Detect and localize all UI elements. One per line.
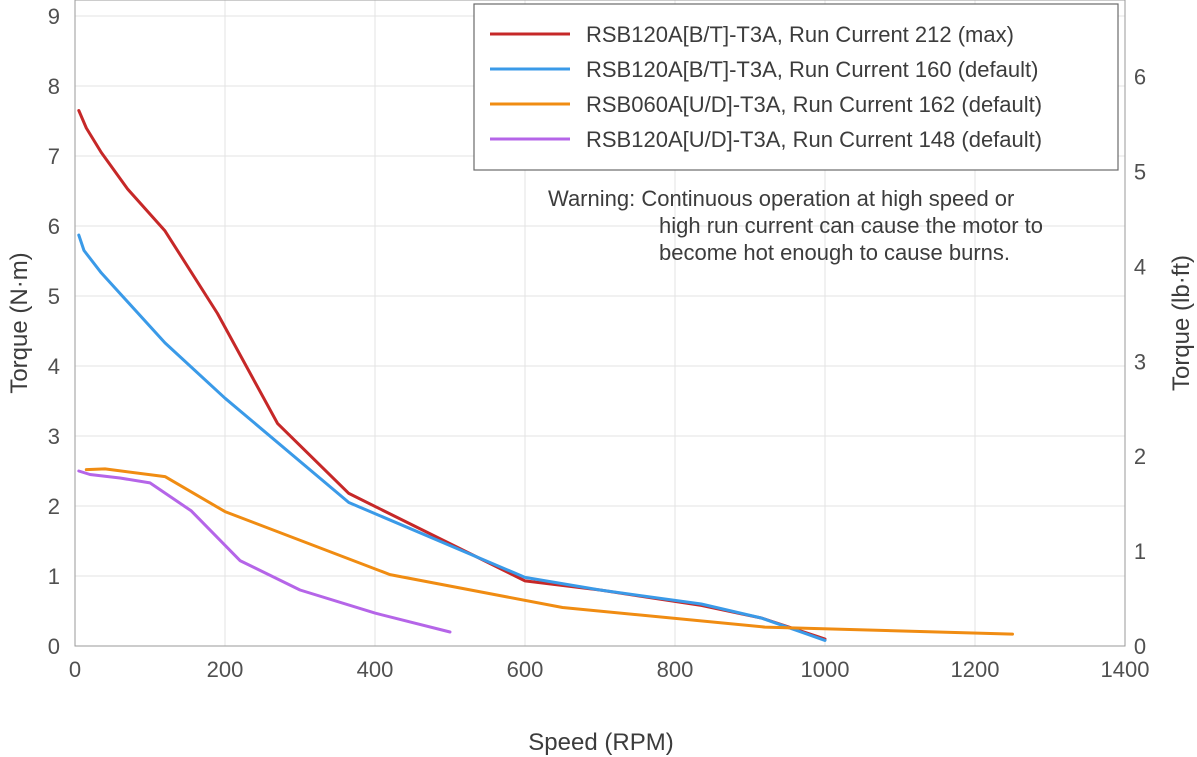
legend-label: RSB120A[B/T]-T3A, Run Current 212 (max) [586, 22, 1014, 47]
y-axis-title: Torque (N·m) [6, 252, 33, 393]
x-axis-title: Speed (RPM) [528, 729, 673, 756]
legend-label: RSB060A[U/D]-T3A, Run Current 162 (defau… [586, 92, 1042, 117]
warning-line-2: high run current can cause the motor to [659, 213, 1043, 238]
y2-tick-label: 0 [1134, 634, 1146, 659]
y2-axis-ticks: 0 1 2 3 4 5 6 [1134, 65, 1146, 659]
x-axis-ticks: 0 200 400 600 800 1000 1200 1400 [69, 657, 1150, 682]
y-tick-label: 4 [48, 354, 60, 379]
y-tick-label: 3 [48, 424, 60, 449]
y2-tick-label: 5 [1134, 159, 1146, 184]
y2-tick-label: 6 [1134, 65, 1146, 90]
legend: RSB120A[B/T]-T3A, Run Current 212 (max) R… [474, 4, 1118, 170]
y2-axis-title: Torque (lb·ft) [1168, 255, 1195, 391]
legend-label: RSB120A[U/D]-T3A, Run Current 148 (defau… [586, 127, 1042, 152]
x-tick-label: 800 [657, 657, 694, 682]
y2-tick-label: 1 [1134, 539, 1146, 564]
x-tick-label: 1400 [1101, 657, 1150, 682]
y-tick-label: 5 [48, 284, 60, 309]
y-tick-label: 0 [48, 634, 60, 659]
y2-tick-label: 4 [1134, 254, 1146, 279]
y-tick-label: 2 [48, 494, 60, 519]
y-tick-label: 6 [48, 214, 60, 239]
x-tick-label: 600 [507, 657, 544, 682]
y-tick-label: 8 [48, 74, 60, 99]
y-tick-label: 9 [48, 4, 60, 29]
y-tick-label: 1 [48, 564, 60, 589]
x-tick-label: 1200 [951, 657, 1000, 682]
warning-line-3: become hot enough to cause burns. [659, 240, 1010, 265]
y2-tick-label: 2 [1134, 444, 1146, 469]
x-tick-label: 1000 [801, 657, 850, 682]
legend-label: RSB120A[B/T]-T3A, Run Current 160 (defau… [586, 57, 1038, 82]
y2-tick-label: 3 [1134, 349, 1146, 374]
x-tick-label: 0 [69, 657, 81, 682]
warning-line-1: Warning: Continuous operation at high sp… [548, 186, 1014, 211]
x-tick-label: 400 [357, 657, 394, 682]
x-tick-label: 200 [207, 657, 244, 682]
y-tick-label: 7 [48, 144, 60, 169]
y-axis-ticks: 0 1 2 3 4 5 6 7 8 9 [48, 4, 60, 659]
series-line-4 [79, 471, 450, 632]
